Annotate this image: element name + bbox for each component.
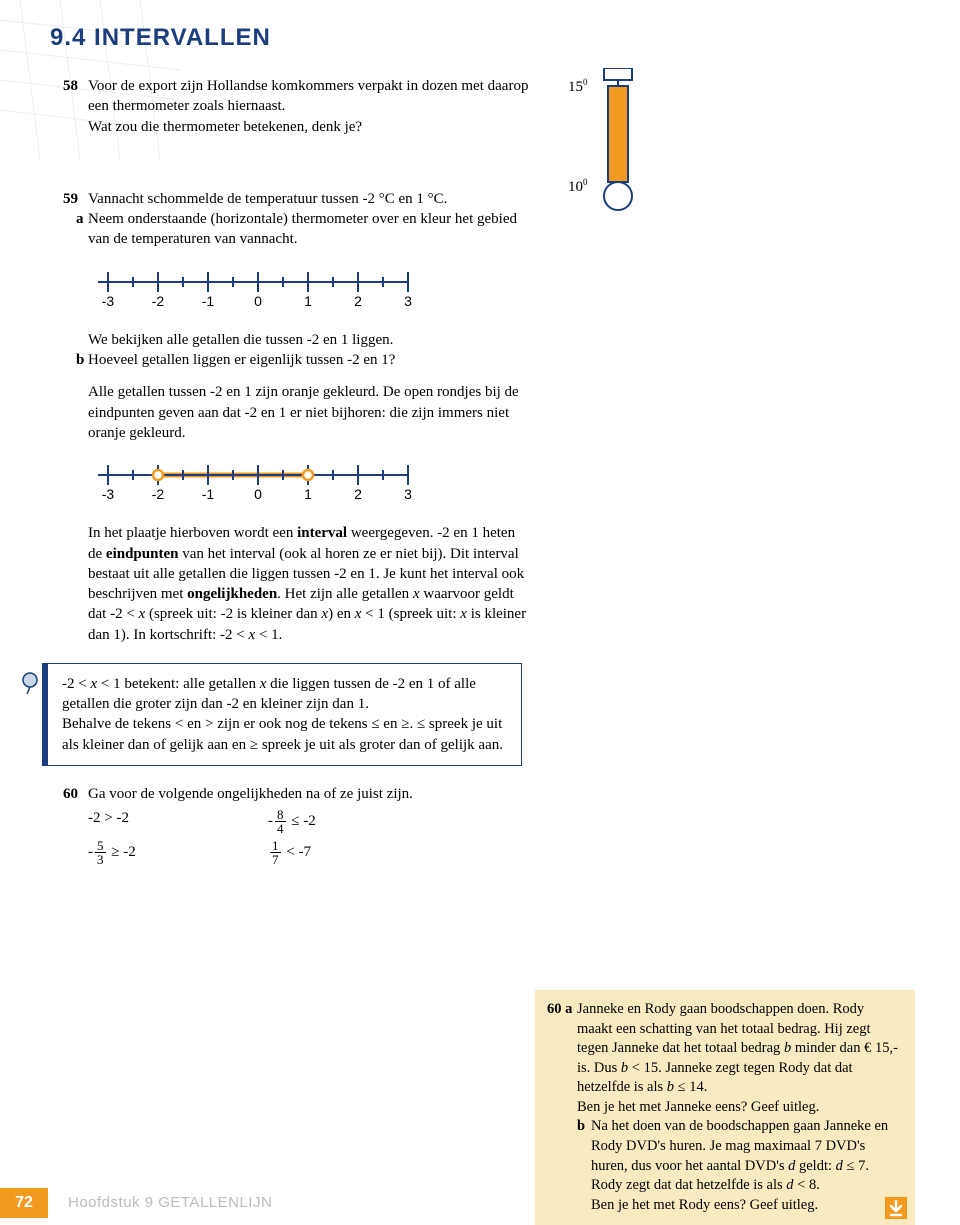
svg-text:-2: -2	[152, 486, 165, 501]
question-60: 60 Ga voor de volgende ongelijkheden na …	[50, 784, 530, 866]
q60-ineq-4: 17 < -7	[268, 839, 448, 866]
q59-intro: Vannacht schommelde de temperatuur tusse…	[88, 189, 530, 209]
thermo-label-15: 150	[568, 76, 588, 97]
thermometer-graphic: 150 100	[568, 68, 648, 258]
q59-mid1: We bekijken alle getallen die tussen -2 …	[88, 330, 530, 350]
question-59: 59 Vannacht schommelde de temperatuur tu…	[50, 189, 530, 645]
q60a-question-a: Ben je het met Janneke eens? Geef uitleg…	[577, 1098, 903, 1118]
svg-text:3: 3	[404, 293, 412, 308]
q60-row1: -2 > -2 -84 ≤ -2	[88, 808, 530, 835]
svg-text:2: 2	[354, 486, 362, 501]
info-box: -2 < x < 1 betekent: alle getallen x die…	[42, 663, 522, 766]
q59-b: bHoeveel getallen liggen er eigenlijk tu…	[88, 350, 530, 370]
svg-text:0: 0	[254, 293, 262, 308]
q60-row2: -53 ≥ -2 17 < -7	[88, 839, 530, 866]
q59-mid2: Alle getallen tussen -2 en 1 zijn oranje…	[88, 382, 530, 443]
q60-ineq-2: -84 ≤ -2	[268, 808, 448, 835]
q60a-sub-b: b	[577, 1117, 591, 1137]
pin-icon	[18, 670, 42, 694]
svg-text:-1: -1	[202, 293, 215, 308]
svg-text:-2: -2	[152, 293, 165, 308]
svg-text:3: 3	[404, 486, 412, 501]
section-title: 9.4 INTERVALLEN	[50, 22, 271, 54]
q60-text: Ga voor de volgende ongelijkheden na of …	[88, 784, 530, 804]
question-58-number: 58	[50, 76, 78, 96]
page-number: 72	[0, 1188, 48, 1218]
svg-text:-3: -3	[102, 486, 115, 501]
number-line-interval: -3 -2 -1 0 1 2 3	[88, 457, 530, 507]
svg-text:2: 2	[354, 293, 362, 308]
q60a-label: 60 a	[547, 1000, 577, 1020]
svg-text:0: 0	[254, 486, 262, 501]
page-footer: 72 Hoofdstuk 9 GETALLENLIJN	[0, 1188, 960, 1218]
svg-text:-3: -3	[102, 293, 115, 308]
question-58: 58 Voor de export zijn Hollandse komkomm…	[50, 76, 530, 137]
question-58-body: Voor de export zijn Hollandse komkommers…	[88, 76, 530, 137]
thermometer-svg	[598, 68, 644, 218]
chapter-label: Hoofdstuk 9 GETALLENLIJN	[68, 1193, 272, 1213]
svg-text:-1: -1	[202, 486, 215, 501]
svg-text:1: 1	[304, 293, 312, 308]
q59-mid3: In het plaatje hierboven wordt een inter…	[88, 523, 530, 645]
q60-ineq-1: -2 > -2	[88, 808, 268, 835]
svg-text:1: 1	[304, 486, 312, 501]
info-line2: Behalve de tekens < en > zijn er ook nog…	[62, 714, 507, 755]
info-line1: -2 < x < 1 betekent: alle getallen x die…	[62, 674, 507, 715]
question-60-number: 60	[50, 784, 78, 804]
q60-ineq-3: -53 ≥ -2	[88, 839, 268, 866]
question-59-number: 59	[50, 189, 78, 209]
q59-a: aNeem onderstaande (horizontale) thermom…	[88, 209, 530, 250]
thermo-label-10: 100	[568, 176, 588, 197]
number-line-plain: -3 -2 -1 0 1 2 3	[88, 264, 530, 314]
